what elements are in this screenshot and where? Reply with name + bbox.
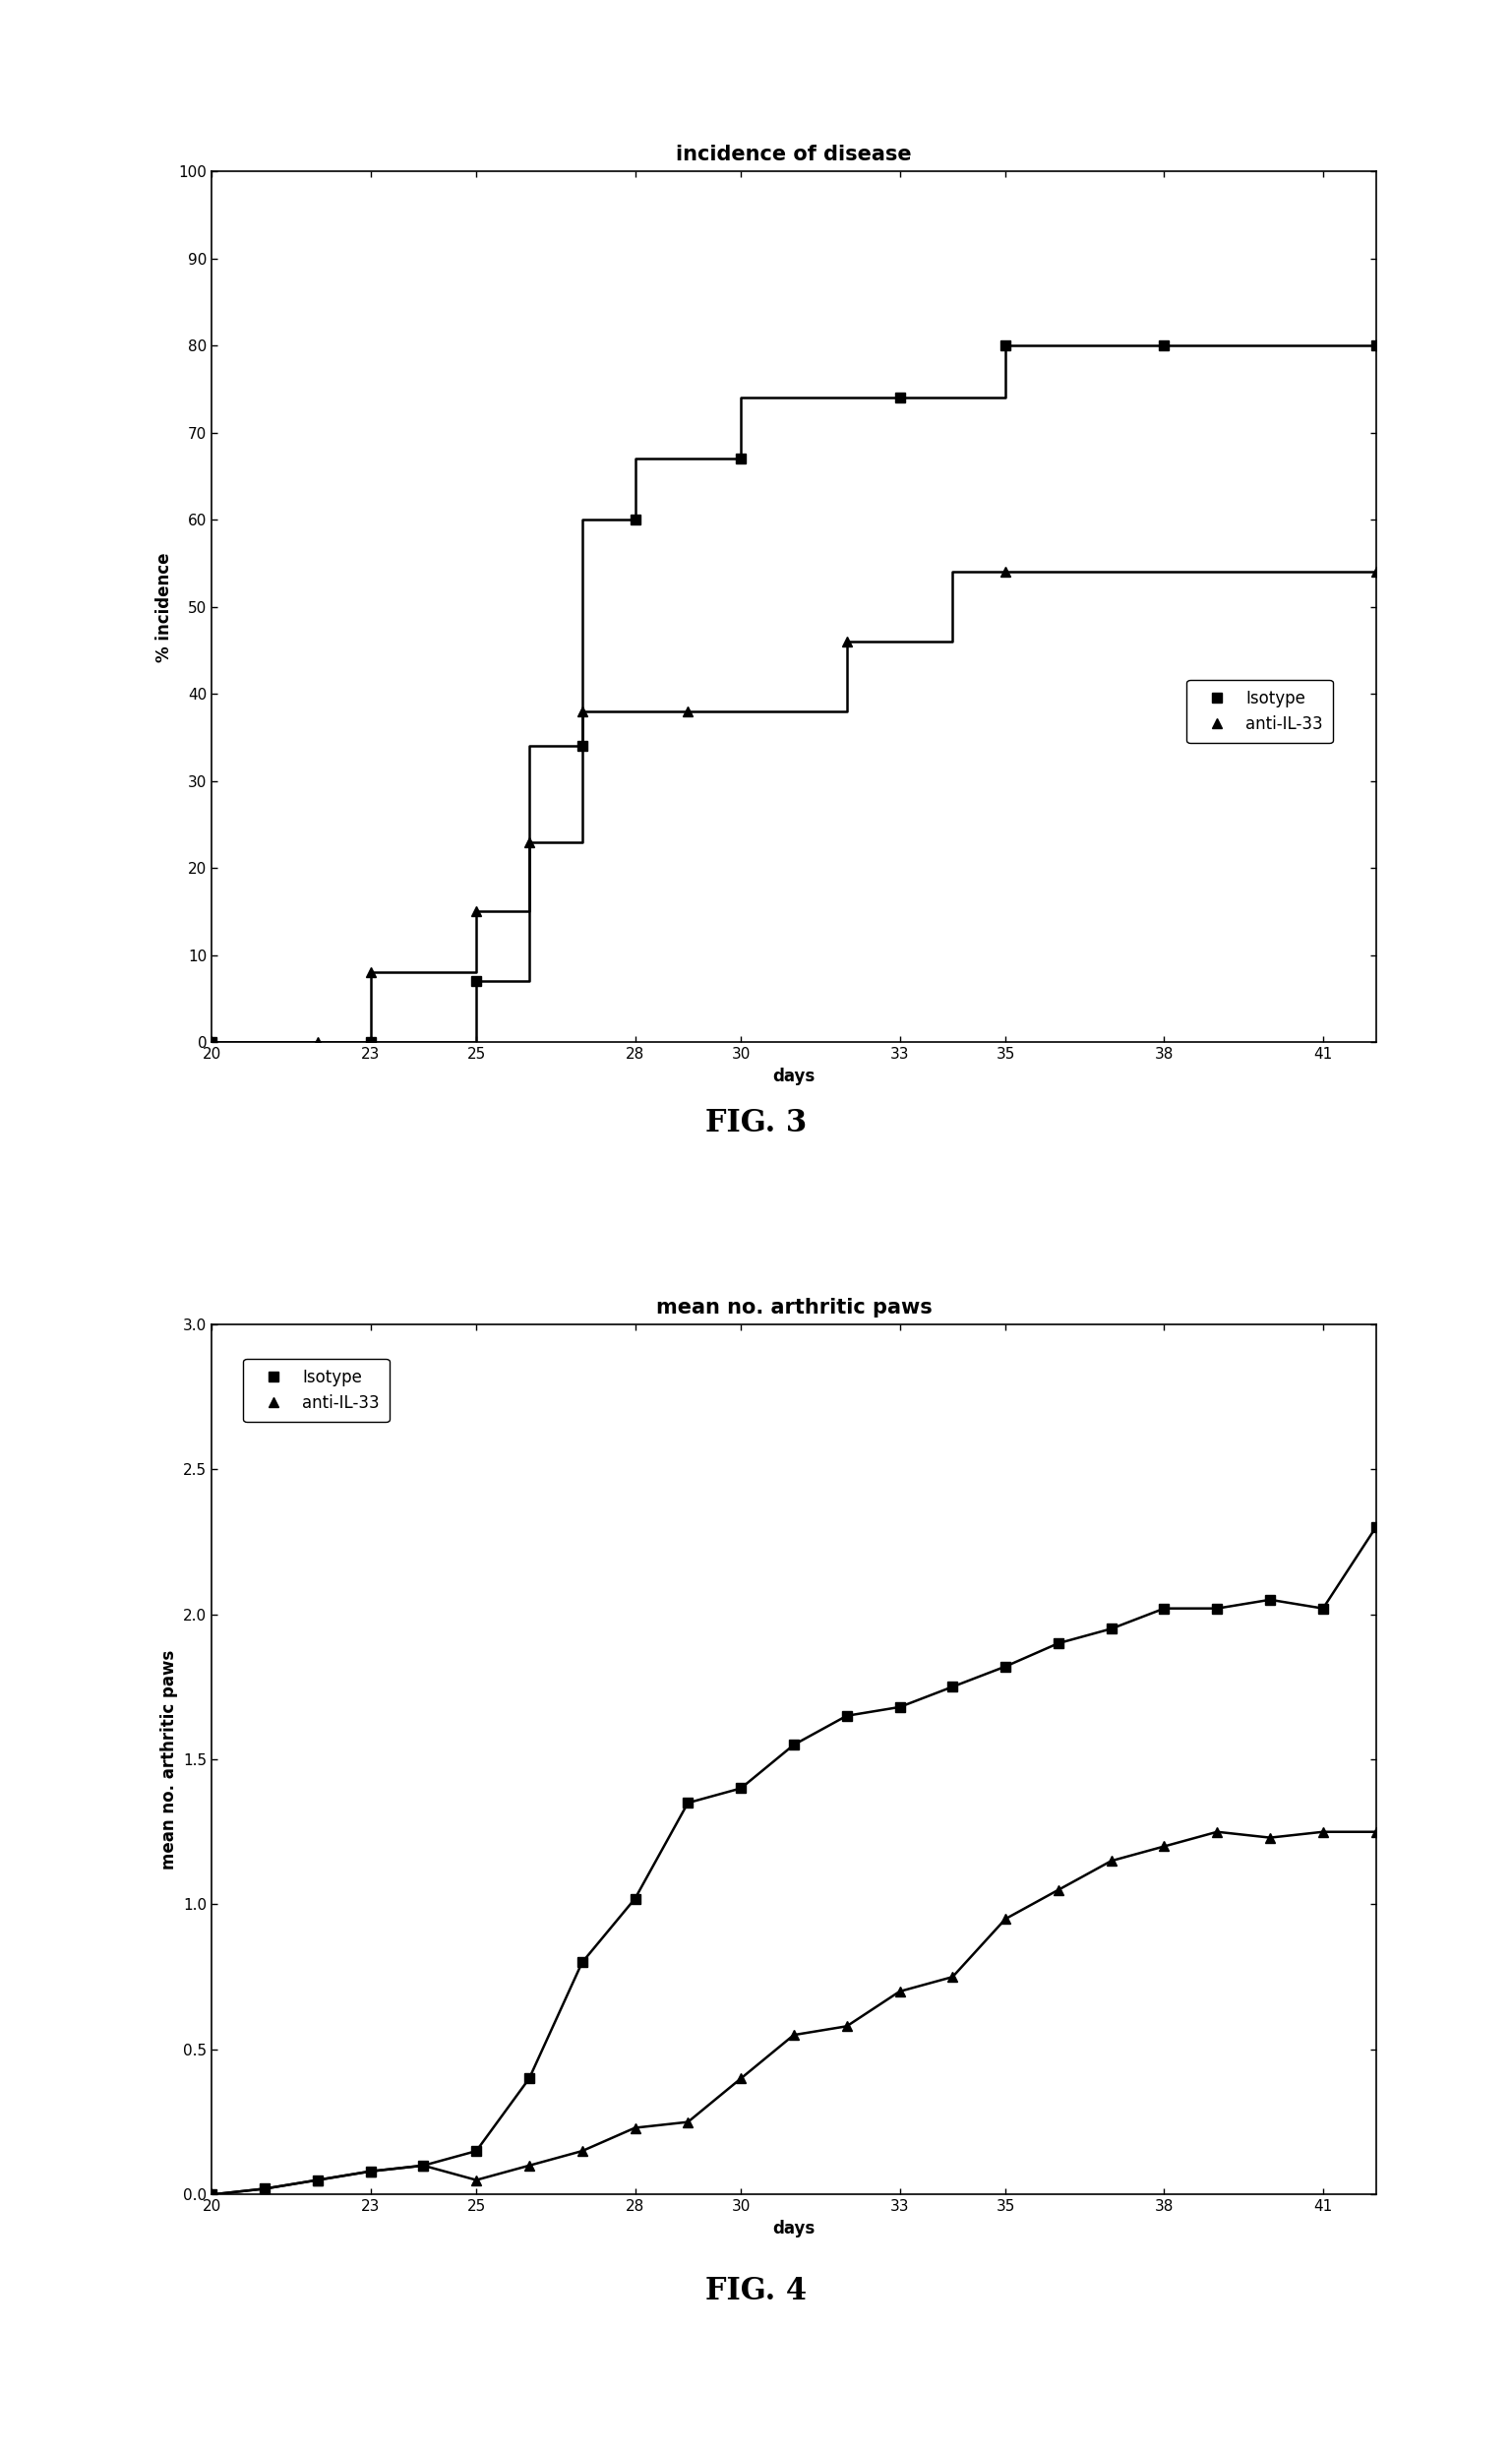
Isotype xyxy=(891,1692,909,1721)
anti-IL-33 xyxy=(1049,1876,1067,1905)
Isotype xyxy=(1155,1594,1173,1623)
anti-IL-33 xyxy=(838,2011,856,2040)
Isotype xyxy=(943,1672,962,1702)
anti-IL-33 xyxy=(1102,1846,1120,1876)
anti-IL-33 xyxy=(1314,1817,1332,1846)
Isotype xyxy=(732,1773,750,1802)
anti-IL-33 xyxy=(361,2158,380,2187)
Isotype xyxy=(467,966,485,996)
anti-IL-33 xyxy=(573,696,591,726)
Isotype xyxy=(626,505,644,535)
Title: mean no. arthritic paws: mean no. arthritic paws xyxy=(656,1297,931,1317)
anti-IL-33 xyxy=(732,2065,750,2094)
Isotype xyxy=(1367,1513,1385,1542)
anti-IL-33 xyxy=(361,959,380,988)
anti-IL-33 xyxy=(838,628,856,657)
Legend: Isotype, anti-IL-33: Isotype, anti-IL-33 xyxy=(243,1358,390,1422)
Isotype xyxy=(203,1027,221,1057)
Isotype xyxy=(203,2180,221,2209)
Y-axis label: mean no. arthritic paws: mean no. arthritic paws xyxy=(160,1650,177,1868)
Isotype xyxy=(996,1653,1015,1682)
anti-IL-33 xyxy=(679,2106,697,2136)
Isotype xyxy=(308,2165,327,2195)
Isotype xyxy=(520,2065,538,2094)
Isotype xyxy=(361,2158,380,2187)
anti-IL-33 xyxy=(203,1027,221,1057)
Isotype xyxy=(1314,1594,1332,1623)
anti-IL-33 xyxy=(1261,1822,1279,1851)
Isotype xyxy=(996,331,1015,360)
Line: Isotype: Isotype xyxy=(207,1523,1380,2199)
Text: FIG. 4: FIG. 4 xyxy=(705,2275,807,2305)
Isotype xyxy=(573,1947,591,1976)
anti-IL-33 xyxy=(573,2136,591,2165)
anti-IL-33 xyxy=(1208,1817,1226,1846)
anti-IL-33 xyxy=(203,2180,221,2209)
anti-IL-33 xyxy=(943,1962,962,1991)
Isotype xyxy=(467,2136,485,2165)
Isotype xyxy=(361,1027,380,1057)
Isotype xyxy=(1049,1628,1067,1658)
anti-IL-33 xyxy=(520,2150,538,2180)
Isotype xyxy=(1261,1584,1279,1613)
anti-IL-33 xyxy=(1367,557,1385,586)
Isotype xyxy=(785,1731,803,1761)
anti-IL-33 xyxy=(256,2175,274,2204)
anti-IL-33 xyxy=(1155,1832,1173,1861)
Isotype xyxy=(1367,331,1385,360)
anti-IL-33 xyxy=(1367,1817,1385,1846)
anti-IL-33 xyxy=(308,2165,327,2195)
Line: anti-IL-33: anti-IL-33 xyxy=(207,566,1380,1047)
anti-IL-33 xyxy=(996,1905,1015,1935)
anti-IL-33 xyxy=(679,696,697,726)
Isotype xyxy=(1208,1594,1226,1623)
X-axis label: days: days xyxy=(773,1067,815,1084)
Line: Isotype: Isotype xyxy=(207,341,1380,1047)
anti-IL-33 xyxy=(996,557,1015,586)
Legend: Isotype, anti-IL-33: Isotype, anti-IL-33 xyxy=(1187,679,1332,743)
Line: anti-IL-33: anti-IL-33 xyxy=(207,1827,1380,2199)
anti-IL-33 xyxy=(626,2114,644,2143)
Isotype xyxy=(838,1702,856,1731)
anti-IL-33 xyxy=(520,826,538,856)
anti-IL-33 xyxy=(308,1027,327,1057)
Isotype xyxy=(891,383,909,412)
anti-IL-33 xyxy=(785,2020,803,2050)
Title: incidence of disease: incidence of disease xyxy=(676,145,912,164)
anti-IL-33 xyxy=(467,897,485,927)
X-axis label: days: days xyxy=(773,2219,815,2236)
Isotype xyxy=(626,1883,644,1913)
anti-IL-33 xyxy=(467,2165,485,2195)
Isotype xyxy=(1102,1613,1120,1643)
Isotype xyxy=(679,1788,697,1817)
anti-IL-33 xyxy=(414,2150,432,2180)
Isotype xyxy=(414,2150,432,2180)
Isotype xyxy=(256,2175,274,2204)
Isotype xyxy=(732,444,750,473)
anti-IL-33 xyxy=(891,1976,909,2006)
Isotype xyxy=(573,731,591,760)
Text: FIG. 3: FIG. 3 xyxy=(705,1108,807,1138)
Isotype xyxy=(1155,331,1173,360)
Y-axis label: % incidence: % incidence xyxy=(156,552,172,662)
